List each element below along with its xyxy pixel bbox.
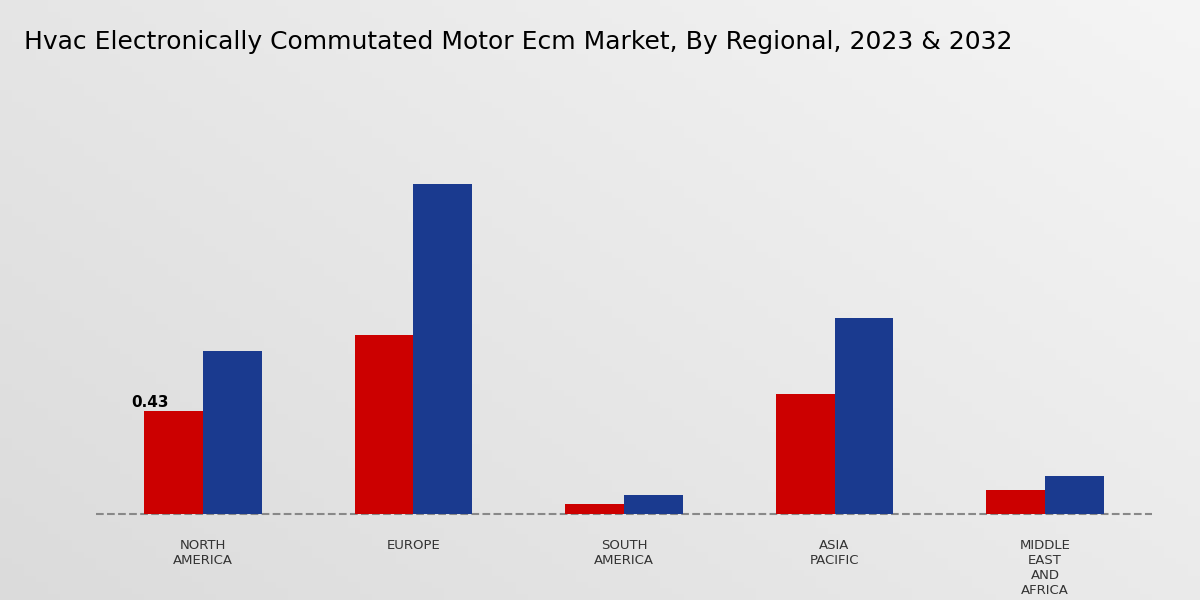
Text: 0.43: 0.43 — [131, 395, 169, 410]
Bar — [1045, 476, 1104, 514]
Bar — [834, 318, 894, 514]
Bar — [354, 335, 414, 514]
Bar — [203, 352, 262, 514]
Bar — [624, 494, 683, 514]
Bar — [144, 411, 203, 514]
Bar — [565, 504, 624, 514]
Bar — [775, 394, 834, 514]
Bar — [414, 184, 473, 514]
Bar — [986, 490, 1045, 514]
Text: Hvac Electronically Commutated Motor Ecm Market, By Regional, 2023 & 2032: Hvac Electronically Commutated Motor Ecm… — [24, 30, 1013, 54]
